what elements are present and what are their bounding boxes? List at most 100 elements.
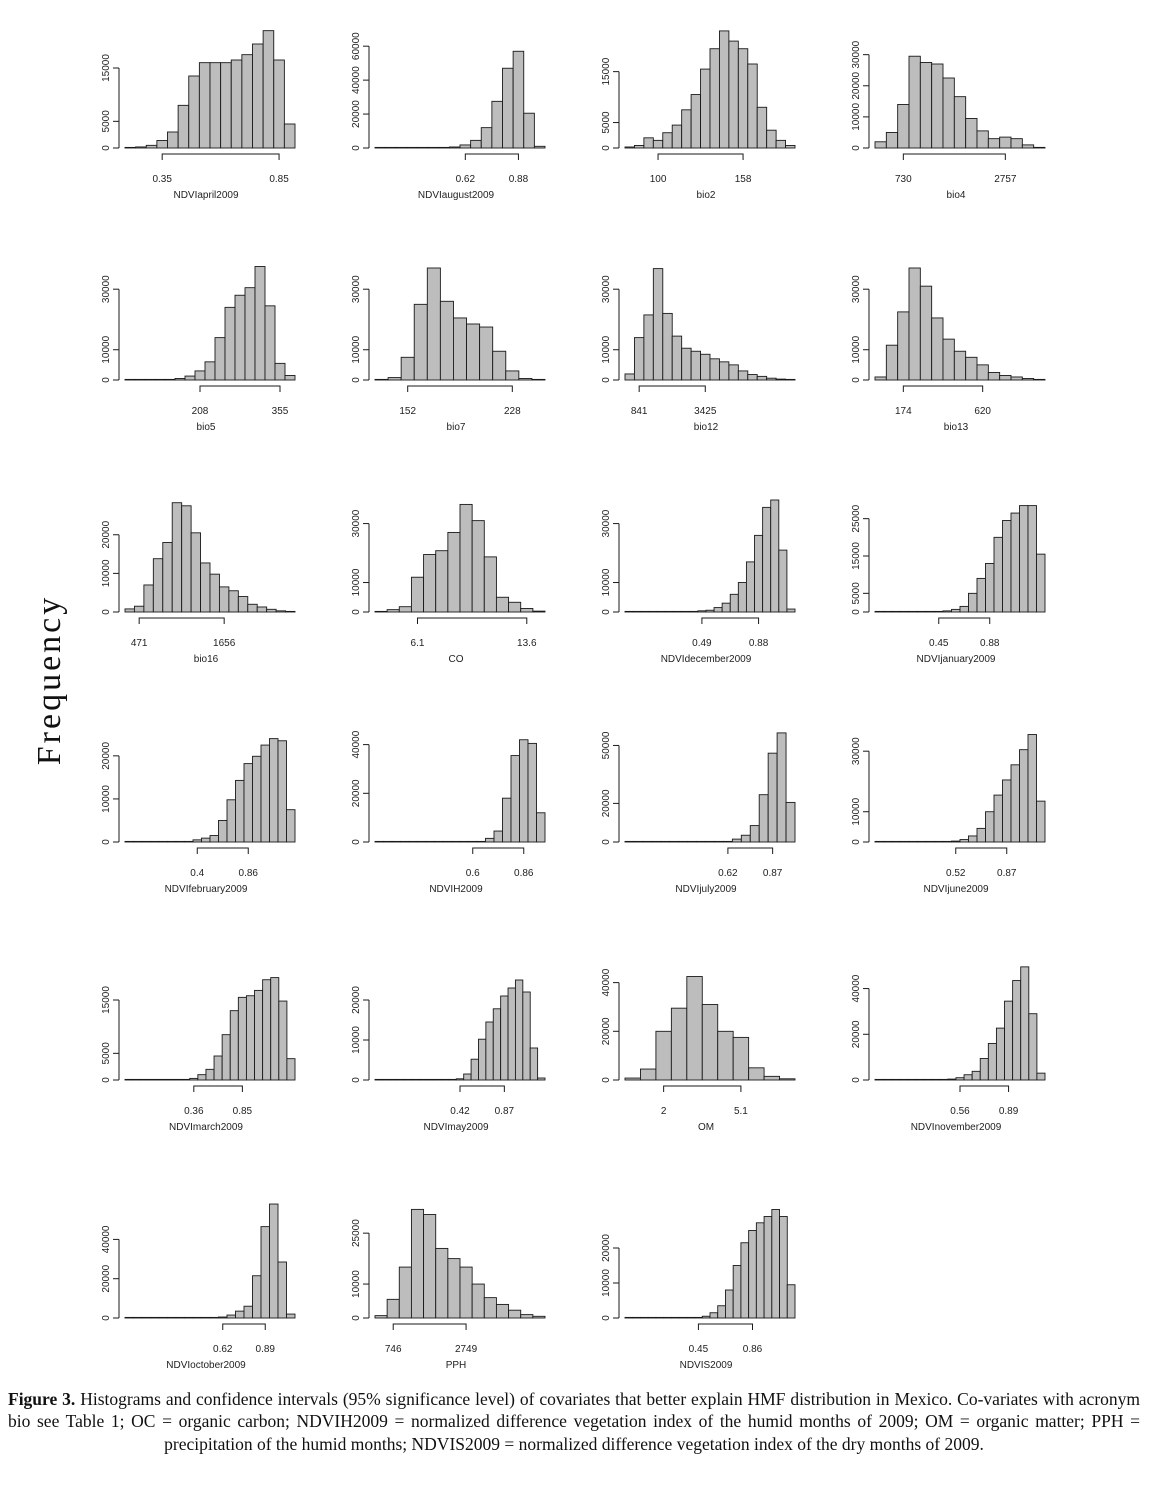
histogram-bar [891, 840, 901, 843]
histogram-bar [152, 558, 164, 613]
y-axis-label: Frequency [18, 570, 82, 790]
histogram-bar [694, 1316, 703, 1319]
histogram-bar [747, 374, 758, 381]
histogram-bar [775, 139, 787, 149]
y-tick-label: 0 [101, 609, 112, 615]
histogram-bar [411, 1078, 420, 1081]
histogram-bar [953, 350, 967, 381]
ci-bound-label: 730 [895, 174, 912, 185]
y-tick-label: 30000 [851, 737, 862, 765]
histogram-bar [156, 1078, 166, 1081]
histogram-bar [951, 608, 961, 613]
histogram-panel-NDVIjuly2009: 0 20000 50000 0.62 0.87 NDVIjuly2009 [601, 731, 796, 895]
histogram-bar [260, 744, 270, 843]
histogram-bar [696, 840, 706, 843]
histogram-bar [531, 378, 546, 381]
histogram-bar [883, 840, 893, 843]
histogram-bar [709, 358, 720, 381]
histogram-bar [192, 839, 202, 843]
histogram-bar [709, 1312, 719, 1319]
histogram-bar [447, 1258, 461, 1319]
histogram-bar [891, 610, 901, 613]
histogram-bar [874, 610, 884, 613]
histogram-bar [220, 62, 232, 149]
y-tick-label: 5000 [601, 111, 612, 134]
y-tick-label: 20000 [101, 742, 112, 770]
histogram-panel-NDVIS2009: 0 10000 20000 0.45 0.86 NDVIS2009 [601, 1209, 796, 1371]
histogram-bar [398, 1266, 412, 1319]
ci-bound-label: 0.87 [997, 868, 1017, 879]
histogram-bar [226, 799, 236, 843]
histogram-bar [158, 1316, 168, 1319]
histogram-bar [897, 311, 910, 381]
histogram-bar [150, 1316, 160, 1319]
histogram-panel-NDVIoctober2009: 0 20000 40000 0.62 0.89 NDVIoctober2009 [101, 1203, 296, 1371]
histogram-bar [471, 520, 485, 613]
histogram-bar [500, 995, 509, 1081]
histogram-bar [194, 370, 206, 381]
histogram-bar [985, 563, 995, 613]
histogram-bar [192, 1316, 202, 1319]
histogram-bar [1010, 138, 1023, 149]
ci-bound-label: 0.49 [692, 638, 712, 649]
histogram-bar [976, 577, 986, 613]
ci-bound-label: 0.86 [514, 868, 534, 879]
histogram-bar [678, 1316, 688, 1319]
histogram-bar [1010, 512, 1020, 613]
histogram-bar [252, 755, 262, 843]
histogram-bar [673, 610, 683, 613]
histogram-bar [925, 610, 935, 613]
histogram-bar [218, 586, 230, 613]
y-tick-label: 0 [351, 1315, 362, 1321]
histogram-bar [721, 602, 731, 613]
histogram-bar [241, 54, 253, 149]
histogram-bar [951, 840, 961, 843]
histogram-bar [228, 590, 239, 613]
y-tick-label: 0 [101, 839, 112, 845]
histogram-bar [897, 103, 910, 149]
histogram-bar [381, 1078, 391, 1081]
histogram-bar [717, 1305, 726, 1319]
confidence-interval-bracket [727, 847, 774, 854]
histogram-bar [898, 1078, 908, 1081]
histogram-bar [200, 562, 211, 613]
histogram-bar [235, 779, 245, 843]
histogram-bar [633, 337, 645, 381]
histogram-bar [209, 1316, 219, 1319]
ci-bound-label: 355 [272, 406, 289, 417]
histogram-bar [740, 834, 751, 843]
ci-bound-label: 1656 [213, 638, 236, 649]
x-axis-label: NDVIaugust2009 [418, 190, 495, 201]
histogram-bar [124, 840, 134, 843]
histogram-panel-NDVIjune2009: 0 10000 30000 0.52 0.87 NDVIjune2009 [851, 734, 1046, 895]
histogram-bar [786, 608, 796, 613]
histogram-bar [423, 1214, 437, 1319]
histogram-bar [485, 837, 495, 843]
histogram-bar [237, 996, 247, 1081]
histogram-bar [275, 610, 287, 613]
histogram-bar [697, 610, 707, 613]
histogram-bar [254, 989, 264, 1081]
x-axis-label: NDVIS2009 [680, 1360, 733, 1371]
confidence-interval-bracket [464, 153, 519, 160]
histogram-bar [656, 610, 666, 613]
histogram-bar [386, 1298, 400, 1319]
histogram-bar [167, 840, 177, 843]
ci-bound-label: 2749 [455, 1344, 478, 1355]
histogram-bar [218, 1316, 228, 1319]
histogram-bar [197, 1074, 207, 1081]
histogram-bar [660, 840, 671, 843]
y-tick-label: 0 [851, 839, 862, 845]
histogram-bar [874, 141, 887, 149]
y-tick-label: 30000 [851, 40, 862, 68]
ci-bound-label: 0.87 [763, 868, 783, 879]
histogram-bar [874, 376, 887, 381]
histogram-bar [495, 596, 510, 613]
histogram-bar [435, 550, 449, 613]
histogram-bar [785, 378, 796, 381]
y-tick-label: 0 [101, 1077, 112, 1083]
histogram-bar [459, 503, 473, 613]
histogram-bar [987, 371, 1001, 381]
histogram-bar [491, 100, 503, 149]
